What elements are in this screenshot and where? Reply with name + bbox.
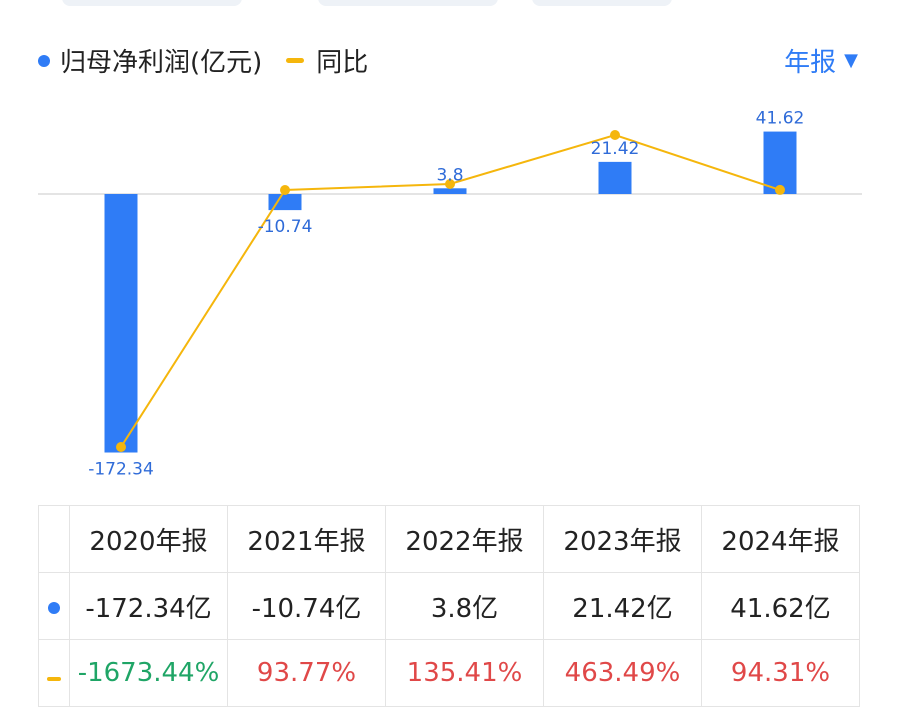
top-tab-1[interactable] — [62, 0, 242, 6]
profit-cell: 3.8亿 — [385, 572, 544, 640]
yoy-cell: 93.77% — [227, 639, 386, 707]
top-tab-strip — [0, 0, 900, 10]
yoy-point[interactable] — [116, 442, 126, 452]
table-header-row: 2020年报 2021年报 2022年报 2023年报 2024年报 — [38, 505, 860, 573]
yoy-row: -1673.44% 93.77% 135.41% 463.49% 94.31% — [38, 639, 860, 707]
table-header-cell: 2024年报 — [701, 505, 860, 573]
bar-value-label: -172.34 — [88, 460, 154, 480]
line-series-dash-icon — [47, 677, 61, 681]
bar-legend-label: 归母净利润(亿元) — [60, 48, 263, 78]
profit-bar[interactable] — [104, 194, 138, 453]
yoy-cell: 463.49% — [543, 639, 702, 707]
period-selector-label: 年报 — [784, 48, 837, 78]
profit-bar[interactable] — [598, 161, 632, 194]
chart-legend: 归母净利润(亿元) 同比 — [38, 42, 368, 79]
bar-series-dot-icon — [48, 602, 60, 614]
profit-marker-cell — [38, 572, 70, 640]
yoy-marker-cell — [38, 639, 70, 707]
profit-cell: -10.74亿 — [227, 572, 386, 640]
period-selector[interactable]: 年报 ▼ — [784, 42, 858, 79]
yoy-cell: 94.31% — [701, 639, 860, 707]
header-marker-cell — [38, 505, 70, 573]
table-header-cell: 2020年报 — [69, 505, 228, 573]
yoy-point[interactable] — [775, 184, 785, 195]
bar-legend-dot-icon — [38, 54, 50, 67]
data-table: 2020年报 2021年报 2022年报 2023年报 2024年报 -172.… — [38, 505, 860, 707]
profit-cell: 21.42亿 — [543, 572, 702, 640]
table-header-cell: 2021年报 — [227, 505, 386, 573]
yoy-point[interactable] — [280, 185, 290, 195]
yoy-point[interactable] — [610, 130, 620, 140]
profit-chart: -172.34 -10.74 3.8 21.42 41.62 — [38, 109, 862, 480]
profit-cell: -172.34亿 — [69, 572, 228, 640]
top-tab-3[interactable] — [532, 0, 672, 6]
top-tab-2[interactable] — [318, 0, 498, 6]
yoy-point[interactable] — [445, 179, 455, 189]
table-header-cell: 2023年报 — [543, 505, 702, 573]
caret-down-icon: ▼ — [844, 50, 858, 71]
table-header-cell: 2022年报 — [385, 505, 544, 573]
line-legend-label: 同比 — [316, 48, 369, 78]
profit-cell: 41.62亿 — [701, 572, 860, 640]
yoy-cell: 135.41% — [385, 639, 544, 707]
bar-value-label: 3.8 — [436, 165, 463, 185]
bar-value-label: 21.42 — [591, 139, 640, 159]
bar-value-label: -10.74 — [258, 217, 313, 237]
profit-row: -172.34亿 -10.74亿 3.8亿 21.42亿 41.62亿 — [38, 572, 860, 640]
line-legend-dash-icon — [286, 58, 305, 63]
yoy-cell: -1673.44% — [69, 639, 228, 707]
profit-bar[interactable] — [268, 194, 302, 211]
bar-value-label: 41.62 — [756, 109, 805, 129]
profit-bar[interactable] — [433, 188, 467, 194]
profit-bar[interactable] — [763, 131, 797, 194]
